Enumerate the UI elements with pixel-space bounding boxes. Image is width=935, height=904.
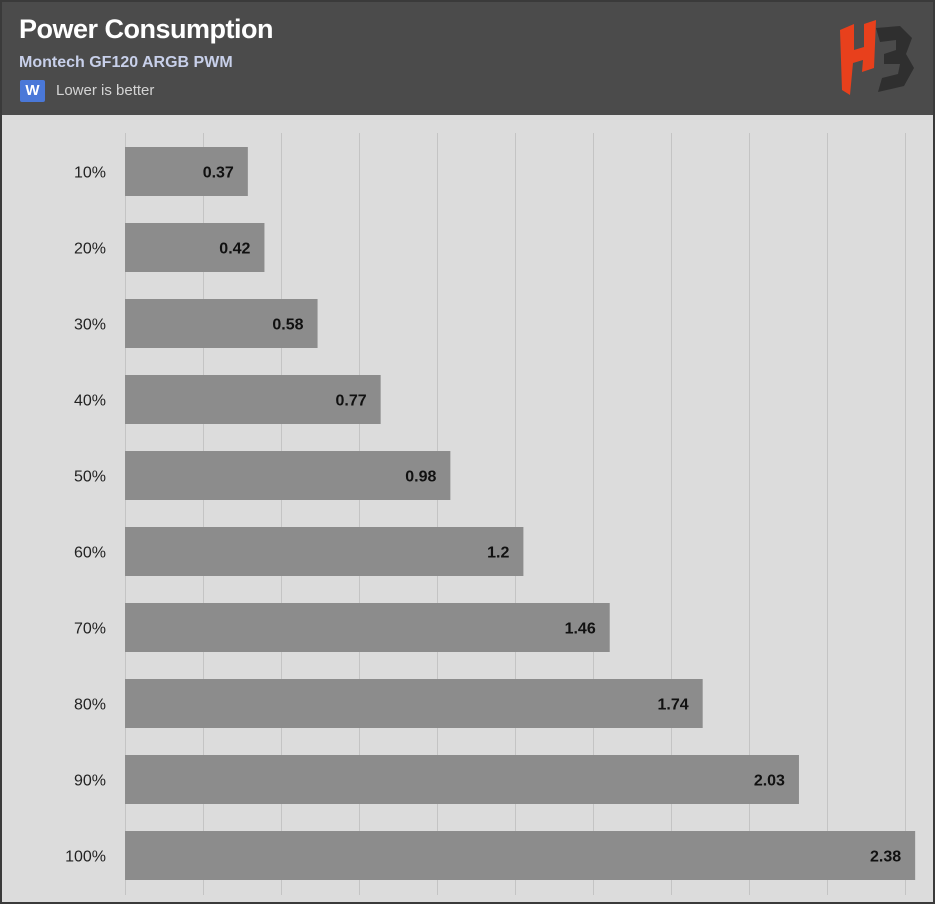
category-label: 50%: [74, 469, 106, 486]
bar: [125, 755, 799, 804]
value-label: 0.98: [405, 469, 436, 486]
value-label: 2.38: [870, 849, 901, 866]
category-label: 90%: [74, 773, 106, 790]
chart-title: Power Consumption: [19, 14, 274, 44]
category-label: 10%: [74, 165, 106, 182]
bar: [125, 679, 703, 728]
value-labels: 0.37 0.42 0.58 0.77 0.98 1.2 1.46 1.74 2.03 2.38: [203, 165, 902, 866]
bar: [125, 375, 381, 424]
value-label: 2.03: [754, 773, 785, 790]
value-label: 1.74: [658, 697, 689, 714]
hb-logo-icon: [840, 20, 914, 95]
bar: [125, 831, 916, 880]
category-label: 100%: [65, 849, 106, 866]
category-label: 20%: [74, 241, 106, 258]
chart-subtitle: Montech GF120 ARGB PWM: [19, 54, 233, 71]
bar: [125, 223, 265, 272]
category-label: 80%: [74, 697, 106, 714]
bar: [125, 299, 318, 348]
value-label: 0.37: [203, 165, 234, 182]
bar: [125, 451, 451, 500]
bar: [125, 147, 248, 196]
unit-badge: W: [20, 80, 45, 102]
category-label: 40%: [74, 393, 106, 410]
value-label: 0.77: [335, 393, 366, 410]
category-label: 30%: [74, 317, 106, 334]
value-label: 1.46: [565, 621, 596, 638]
bar: [125, 527, 524, 576]
value-label: 0.58: [272, 317, 303, 334]
category-labels: 10% 20% 30% 40% 50% 60% 70% 80% 90% 100%: [65, 165, 106, 866]
bar: [125, 603, 610, 652]
bars: [125, 147, 916, 880]
lower-is-better-note: Lower is better: [56, 82, 155, 99]
bar-chart: 10% 20% 30% 40% 50% 60% 70% 80% 90% 100% 0.37 0.42…: [65, 133, 916, 895]
chart-header: Power Consumption Montech GF120 ARGB PWM…: [2, 2, 933, 115]
category-label: 70%: [74, 621, 106, 638]
value-label: 0.42: [219, 241, 250, 258]
category-label: 60%: [74, 545, 106, 562]
value-label: 1.2: [487, 545, 509, 562]
